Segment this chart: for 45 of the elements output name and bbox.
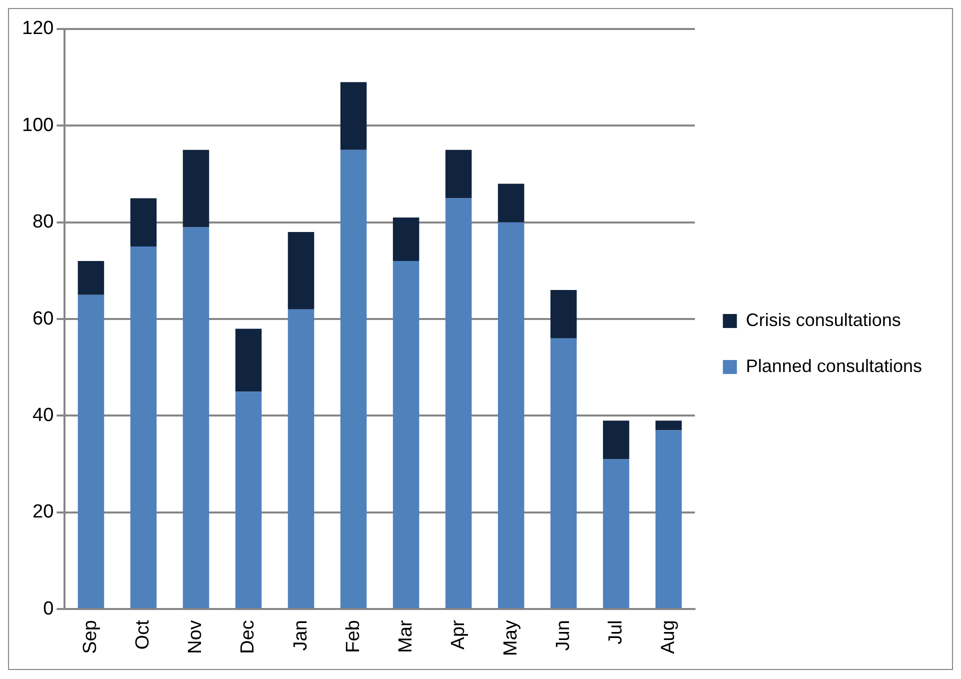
bar xyxy=(655,420,682,430)
y-tick-label: 100 xyxy=(22,114,54,136)
x-tick-label: Jun xyxy=(552,620,574,651)
bar xyxy=(288,232,314,310)
bar xyxy=(340,82,367,150)
x-tick-label: Nov xyxy=(185,620,206,654)
bar xyxy=(602,420,630,460)
bar xyxy=(602,459,630,608)
x-tick-label: Apr xyxy=(448,619,469,650)
legend-label: Planned consultations xyxy=(746,356,922,376)
bar xyxy=(78,261,104,295)
bar xyxy=(340,150,367,608)
y-tick-label: 0 xyxy=(43,598,54,620)
bar xyxy=(392,218,420,262)
bar xyxy=(550,338,577,608)
y-tick-label: 80 xyxy=(32,212,54,233)
y-tick-label: 60 xyxy=(32,308,54,330)
y-tick-label: 20 xyxy=(32,502,54,523)
y-tick-label: 120 xyxy=(22,18,54,40)
x-tick-label: Sep xyxy=(80,620,102,654)
x-tick-label: Jan xyxy=(290,620,312,651)
x-tick-label: Jul xyxy=(605,620,626,644)
x-tick-label: Dec xyxy=(238,620,259,654)
x-tick-label: Mar xyxy=(395,619,416,653)
x-tick-label: Feb xyxy=(342,620,364,653)
x-tick-label: Aug xyxy=(658,620,679,654)
legend-label: Crisis consultations xyxy=(746,310,901,330)
bar xyxy=(235,328,262,392)
bar xyxy=(130,246,157,608)
bar xyxy=(655,430,682,608)
bar xyxy=(550,290,577,338)
bar xyxy=(445,150,472,198)
bar xyxy=(392,261,420,608)
bar xyxy=(78,294,104,608)
bar xyxy=(498,184,524,222)
bar xyxy=(182,150,210,228)
x-tick-label: May xyxy=(500,620,522,656)
y-tick-label: 40 xyxy=(32,404,54,426)
bar xyxy=(445,198,472,608)
bar xyxy=(235,392,262,608)
bar xyxy=(498,222,524,608)
bar xyxy=(288,309,314,608)
x-tick-label: Oct xyxy=(132,619,154,650)
bar xyxy=(130,198,157,247)
bar xyxy=(182,227,210,608)
